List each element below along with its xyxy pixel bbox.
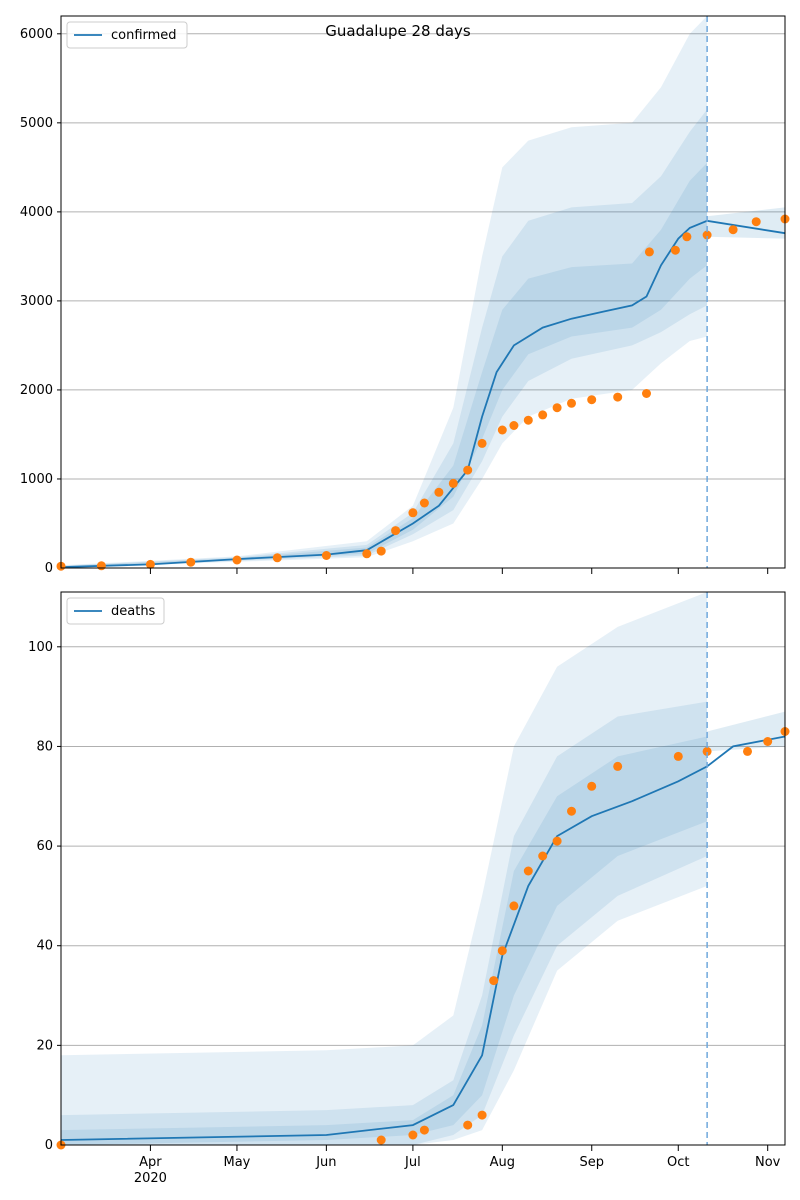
chart-title: Guadalupe 28 days [325,22,471,40]
y-tick-label: 80 [36,739,53,754]
observed-point [682,232,692,242]
observed-point [419,1125,429,1135]
observed-point [567,806,576,816]
y-tick-label: 100 [28,640,53,655]
observed-point [321,551,331,560]
observed-point [509,901,519,911]
observed-point [702,746,712,756]
observed-point [743,746,752,756]
confidence-band [61,592,708,1145]
observed-point [613,392,623,402]
y-tick-label: 4000 [20,205,53,220]
observed-point [419,498,429,508]
observed-point [670,245,680,255]
y-tick-label: 20 [36,1038,53,1053]
observed-point [509,421,519,430]
observed-point [587,395,597,405]
observed-point [523,866,533,876]
legend: deaths [66,597,165,625]
observed-point [96,561,106,571]
observed-point [538,410,548,420]
observed-point [587,781,597,791]
observed-point [362,549,372,559]
observed-point [567,398,576,408]
x-tick-label: Jul [404,1155,421,1170]
legend-label: confirmed [111,28,177,43]
observed-point [272,553,282,563]
x-tick-label: Sep [579,1155,604,1170]
x-tick-label: Aug [490,1155,515,1170]
deaths-panel: 0 20 40 60 80 100 Apr May Jun Jul Aug Sep Oct Nov 2020… [28,591,790,1186]
y-tick-label: 3000 [20,294,53,309]
confidence-band [61,701,708,1145]
legend-box [66,597,165,625]
observed-point [448,478,458,488]
confidence-band [61,736,708,1145]
x-year-label: 2020 [134,1171,167,1186]
y-tick-label: 5000 [20,116,53,131]
y-tick-label: 40 [36,939,53,954]
observed-point [477,1110,487,1120]
confirmed-panel: 0 1000 2000 3000 4000 5000 6000 confirmed [20,15,790,576]
observed-point [477,438,487,448]
observed-point [613,761,623,771]
observed-point [673,751,683,761]
observed-point [552,836,562,846]
observed-point [145,559,155,569]
observed-point [642,389,651,398]
observed-point [538,851,548,861]
observed-point [376,1135,386,1145]
observed-point [186,557,196,567]
y-tick-label: 1000 [20,472,53,487]
observed-point [728,225,738,235]
observed-point [523,415,533,425]
observed-point [644,247,654,257]
observed-point [408,508,418,518]
plot-frame [60,15,786,569]
x-tick-label: Oct [667,1155,689,1170]
y-tick-label: 60 [36,839,53,854]
x-tick-label: May [224,1155,251,1170]
observed-point [391,526,401,536]
observed-point [489,976,499,986]
model-line [60,735,786,1141]
observed-point [497,946,507,956]
legend-box [66,21,188,49]
legend: confirmed [66,21,188,49]
x-tick-label: Jun [315,1155,336,1170]
observed-point [434,487,444,497]
observed-point [463,1120,473,1130]
observed-point [376,546,386,556]
observed-point [552,403,562,413]
y-tick-label: 2000 [20,383,53,398]
legend-label: deaths [111,604,156,619]
confidence-band [61,109,708,568]
observed-point [408,1130,418,1140]
x-tick-label: Nov [755,1155,781,1170]
y-tick-label: 6000 [20,27,53,42]
observed-point [497,425,507,435]
observed-point [702,230,712,240]
observed-point [463,465,473,475]
observed-point [232,555,242,565]
observed-point [763,737,773,746]
observed-point [751,217,761,227]
y-tick-label: 0 [45,561,53,576]
x-tick-label: Apr [139,1155,162,1170]
confidence-band [61,16,708,568]
y-tick-label: 0 [45,1138,53,1153]
plot-frame [60,591,786,1146]
